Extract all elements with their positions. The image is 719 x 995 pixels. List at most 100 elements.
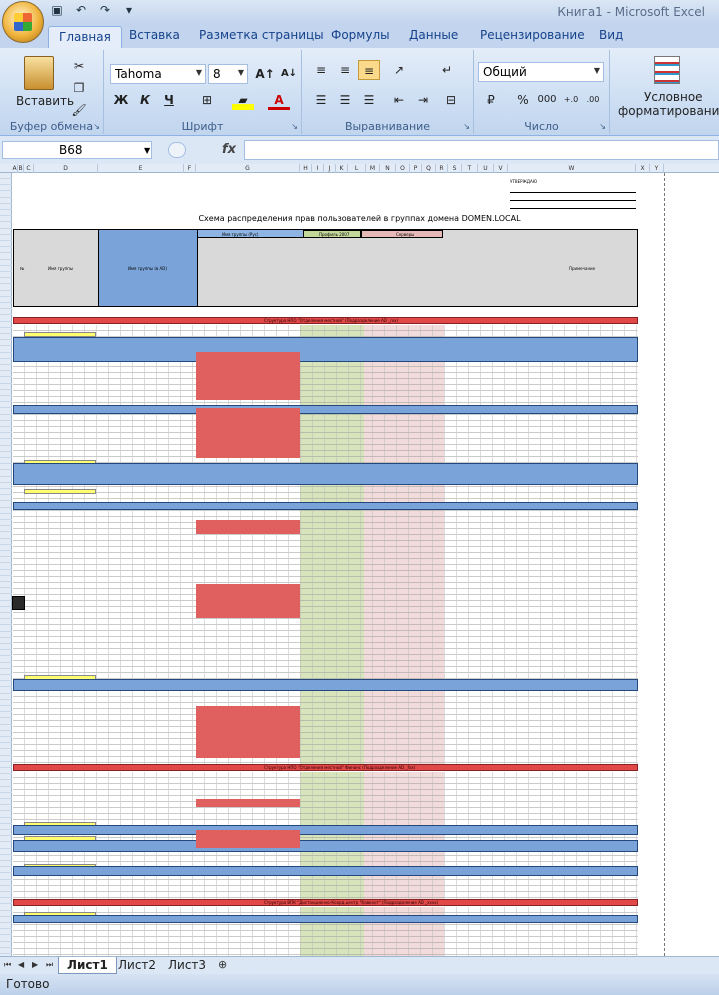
row-header[interactable] bbox=[0, 378, 12, 384]
column-header[interactable]: M bbox=[366, 164, 380, 173]
currency-icon[interactable]: ₽ bbox=[487, 93, 495, 107]
row-header[interactable] bbox=[0, 340, 12, 347]
row-header[interactable] bbox=[0, 898, 12, 905]
font-dialog-launcher-icon[interactable]: ↘ bbox=[291, 122, 298, 131]
row-header[interactable] bbox=[0, 223, 12, 229]
customize-icon[interactable]: ▾ bbox=[125, 3, 133, 17]
save-icon[interactable]: ▣ bbox=[51, 3, 63, 17]
row-header[interactable] bbox=[0, 750, 12, 756]
row-header[interactable] bbox=[0, 688, 12, 694]
row-header[interactable] bbox=[0, 644, 12, 651]
tab-formulas[interactable]: Формулы bbox=[331, 28, 390, 42]
row-header[interactable] bbox=[0, 663, 12, 669]
row-header[interactable] bbox=[0, 626, 12, 632]
font-color-icon[interactable]: A bbox=[268, 90, 290, 110]
row-header[interactable] bbox=[0, 917, 12, 923]
row-header[interactable] bbox=[0, 551, 12, 558]
row-header[interactable] bbox=[0, 855, 12, 861]
column-header[interactable]: F bbox=[184, 164, 196, 173]
column-header[interactable]: X bbox=[636, 164, 650, 173]
column-header[interactable]: E bbox=[98, 164, 184, 173]
row-header[interactable] bbox=[0, 905, 12, 911]
first-sheet-icon[interactable]: ⏮ bbox=[4, 960, 12, 969]
row-header[interactable] bbox=[0, 830, 12, 837]
row-header[interactable] bbox=[0, 849, 12, 855]
tab-view[interactable]: Вид bbox=[599, 28, 624, 42]
row-header[interactable] bbox=[0, 427, 12, 434]
tab-insert[interactable]: Вставка bbox=[129, 28, 180, 42]
row-header[interactable] bbox=[0, 440, 12, 446]
row-header[interactable] bbox=[0, 675, 12, 682]
bold-button[interactable]: Ж bbox=[113, 93, 129, 107]
tab-review[interactable]: Рецензирование bbox=[480, 28, 585, 42]
merge-center-icon[interactable]: ⊟ bbox=[445, 93, 457, 107]
column-header[interactable]: K bbox=[336, 164, 348, 173]
paste-button[interactable]: Вставить bbox=[16, 94, 75, 108]
row-header[interactable] bbox=[0, 824, 12, 830]
row-header[interactable] bbox=[0, 613, 12, 620]
row-header[interactable] bbox=[0, 514, 12, 520]
row-header[interactable] bbox=[0, 291, 12, 297]
row-header[interactable] bbox=[0, 595, 12, 601]
underline-button[interactable]: Ч bbox=[164, 93, 174, 107]
row-header[interactable] bbox=[0, 446, 12, 452]
row-header[interactable] bbox=[0, 867, 12, 874]
row-header[interactable] bbox=[0, 812, 12, 818]
column-header[interactable]: Y bbox=[650, 164, 664, 173]
row-header[interactable] bbox=[0, 805, 12, 812]
number-dialog-launcher-icon[interactable]: ↘ bbox=[599, 122, 606, 131]
column-header[interactable]: G bbox=[196, 164, 300, 173]
row-header[interactable] bbox=[0, 657, 12, 663]
clipboard-dialog-launcher-icon[interactable]: ↘ bbox=[93, 122, 100, 131]
row-header[interactable] bbox=[0, 712, 12, 719]
name-box[interactable]: B68 bbox=[2, 141, 152, 159]
row-header[interactable] bbox=[0, 681, 12, 688]
row-header[interactable] bbox=[0, 316, 12, 322]
row-header[interactable] bbox=[0, 192, 12, 198]
increase-indent-icon[interactable]: ⇥ bbox=[417, 93, 429, 107]
row-header[interactable] bbox=[0, 173, 12, 179]
row-header[interactable] bbox=[0, 892, 12, 899]
row-header[interactable] bbox=[0, 638, 12, 644]
row-header[interactable] bbox=[0, 700, 12, 706]
row-header[interactable] bbox=[0, 743, 12, 750]
row-header[interactable] bbox=[0, 409, 12, 415]
row-header[interactable] bbox=[0, 886, 12, 892]
row-header[interactable] bbox=[0, 384, 12, 390]
row-header[interactable] bbox=[0, 285, 12, 291]
row-header[interactable] bbox=[0, 762, 12, 768]
row-header[interactable] bbox=[0, 843, 12, 849]
row-header[interactable] bbox=[0, 421, 12, 427]
increase-decimal-icon[interactable]: +.0 bbox=[563, 95, 579, 104]
row-header[interactable] bbox=[0, 266, 12, 272]
cut-icon[interactable]: ✂ bbox=[73, 59, 85, 73]
row-header[interactable] bbox=[0, 539, 12, 545]
row-header[interactable] bbox=[0, 570, 12, 576]
orientation-icon[interactable]: ↗ bbox=[393, 63, 405, 77]
redo-icon[interactable]: ↷ bbox=[99, 3, 111, 17]
row-header[interactable] bbox=[0, 489, 12, 496]
column-header[interactable]: L bbox=[348, 164, 366, 173]
grow-font-icon[interactable]: A↑ bbox=[255, 67, 275, 81]
conditional-format-line1[interactable]: Условное bbox=[644, 90, 703, 104]
undo-icon[interactable]: ↶ bbox=[75, 3, 87, 17]
row-header[interactable] bbox=[0, 588, 12, 595]
format-painter-icon[interactable]: 🖌 bbox=[71, 103, 87, 117]
borders-icon[interactable]: ⊞ bbox=[201, 93, 213, 107]
row-header[interactable] bbox=[0, 477, 12, 483]
row-header[interactable] bbox=[0, 198, 12, 204]
row-header[interactable] bbox=[0, 774, 12, 781]
row-header[interactable] bbox=[0, 818, 12, 824]
row-header[interactable] bbox=[0, 464, 12, 471]
row-header[interactable] bbox=[0, 322, 12, 328]
number-format-combo[interactable]: Общий ▼ bbox=[478, 62, 604, 82]
row-header[interactable] bbox=[0, 328, 12, 334]
insert-sheet-icon[interactable]: ⊕ bbox=[218, 958, 228, 971]
column-header[interactable]: O bbox=[396, 164, 410, 173]
column-header[interactable]: N bbox=[380, 164, 396, 173]
row-header[interactable] bbox=[0, 607, 12, 613]
row-header[interactable] bbox=[0, 737, 12, 744]
row-header[interactable] bbox=[0, 731, 12, 737]
column-header[interactable]: W bbox=[508, 164, 636, 173]
percent-button[interactable]: % bbox=[517, 93, 529, 107]
